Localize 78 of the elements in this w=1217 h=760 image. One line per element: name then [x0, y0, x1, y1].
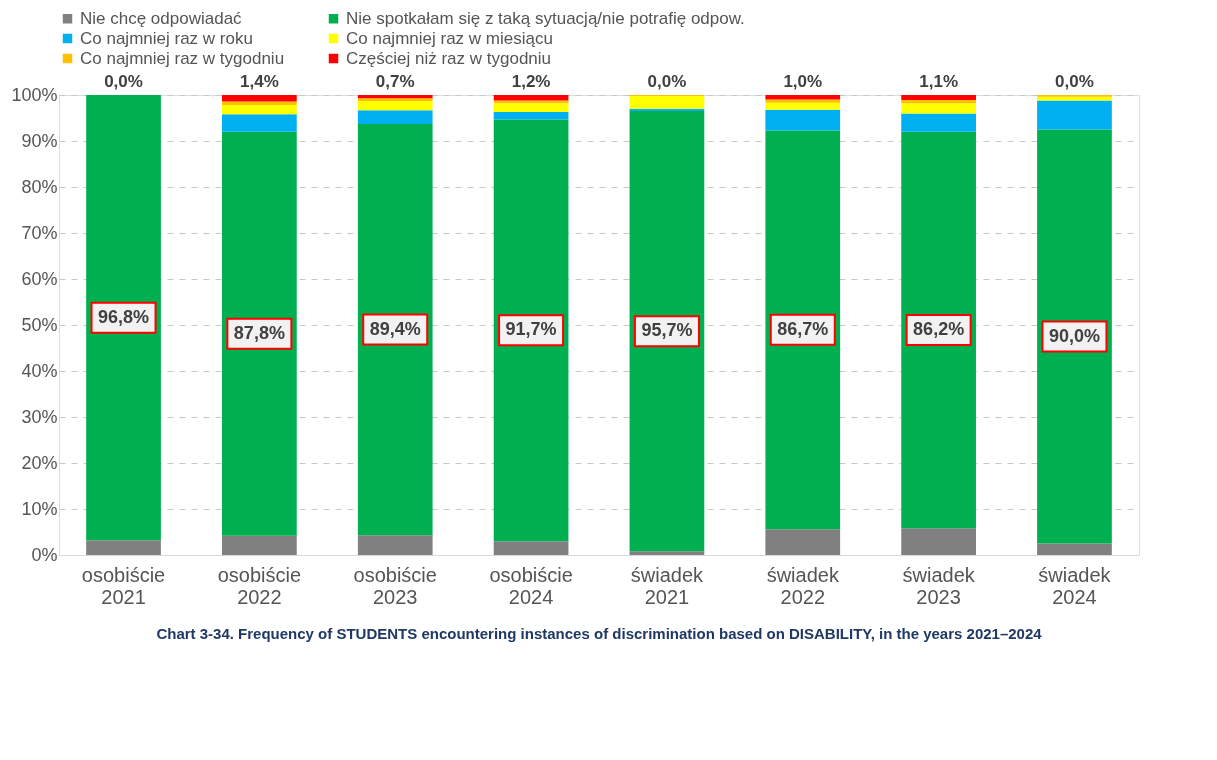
bar [86, 95, 161, 541]
bar [222, 95, 297, 102]
bar [901, 95, 976, 101]
bar [901, 113, 976, 132]
legend-label: Nie spotkałam się z taką sytuacją/nie potrafię odpow. [346, 8, 745, 28]
bar [357, 535, 433, 555]
x-tick-label: świadek 2023 [902, 563, 976, 608]
y-tick-label: 70% [21, 222, 58, 243]
bar [1037, 543, 1112, 555]
data-label: 0,0% [647, 72, 687, 91]
y-tick-label: 90% [21, 130, 58, 151]
bar [222, 101, 297, 106]
data-label: 89,4% [369, 318, 421, 339]
y-tick-label: 10% [21, 498, 58, 519]
legend-label: Co najmniej raz w miesiącu [346, 28, 553, 48]
bar [629, 551, 705, 555]
bar [222, 105, 297, 115]
x-tick-label: osobiście 2023 [353, 563, 437, 608]
y-tick-label: 30% [21, 406, 58, 427]
y-tick-label: 0% [31, 544, 58, 565]
bar [493, 95, 569, 101]
data-label: 95,7% [641, 320, 693, 341]
bar [901, 100, 976, 104]
x-tick-label: osobiście 2021 [81, 563, 166, 608]
x-tick-label: świadek 2024 [1038, 563, 1112, 608]
bar [357, 123, 433, 536]
x-tick-label: osobiście 2022 [217, 563, 302, 608]
bar [493, 103, 569, 113]
data-label: 87,8% [233, 322, 285, 343]
bar [629, 111, 705, 552]
text: Chart 3-34. Frequency of STUDENTS encountering instances of discrimination based on DISABILITY, in the years 2021–2024 [156, 625, 1043, 642]
bar [901, 131, 976, 529]
data-label: 1,1% [919, 72, 958, 91]
data-label: 1,4% [240, 72, 279, 91]
bar [765, 130, 841, 530]
bar [357, 100, 433, 111]
bar [1037, 100, 1112, 130]
y-tick-label: 60% [21, 268, 58, 289]
bar [222, 535, 297, 555]
bar [1037, 96, 1112, 101]
legend-label: Co najmniej raz w tygodniu [80, 48, 285, 68]
data-label: 1,2% [511, 72, 551, 91]
data-label: 86,7% [777, 318, 829, 339]
y-tick-label: 20% [21, 452, 58, 473]
bar [765, 529, 841, 555]
data-label: 90,0% [1048, 325, 1100, 346]
y-tick-label: 40% [21, 360, 58, 381]
bar [765, 99, 841, 103]
bar [765, 95, 841, 100]
bar [901, 528, 976, 555]
data-label: 96,8% [98, 306, 150, 327]
data-label: 0,7% [375, 72, 415, 91]
legend-label: Częściej niż raz w tygodniu [346, 48, 552, 68]
bar [629, 95, 705, 109]
legend-label: Nie chcę odpowiadać [80, 8, 243, 28]
bar [901, 103, 976, 114]
y-tick-label: 100% [11, 84, 58, 105]
x-tick-label: osobiście 2024 [489, 563, 573, 608]
x-tick-label: świadek 2021 [630, 563, 705, 608]
data-label: 0,0% [1055, 72, 1094, 91]
bar [765, 109, 841, 131]
data-label: 86,2% [913, 319, 965, 340]
bar [357, 110, 433, 124]
bar [493, 541, 569, 555]
legend-label: Co najmniej raz w roku [80, 28, 253, 48]
bar [493, 119, 569, 542]
bar [222, 114, 297, 132]
data-label: 91,7% [505, 319, 557, 340]
bar [1037, 129, 1112, 544]
data-label: 1,0% [783, 72, 823, 91]
data-label: 0,0% [104, 72, 143, 91]
bar [493, 112, 569, 120]
y-tick-label: 50% [21, 314, 58, 335]
x-tick-label: świadek 2022 [766, 563, 840, 608]
bar [86, 540, 161, 555]
bar [765, 102, 841, 110]
y-tick-label: 80% [21, 176, 58, 197]
bar [222, 131, 297, 536]
